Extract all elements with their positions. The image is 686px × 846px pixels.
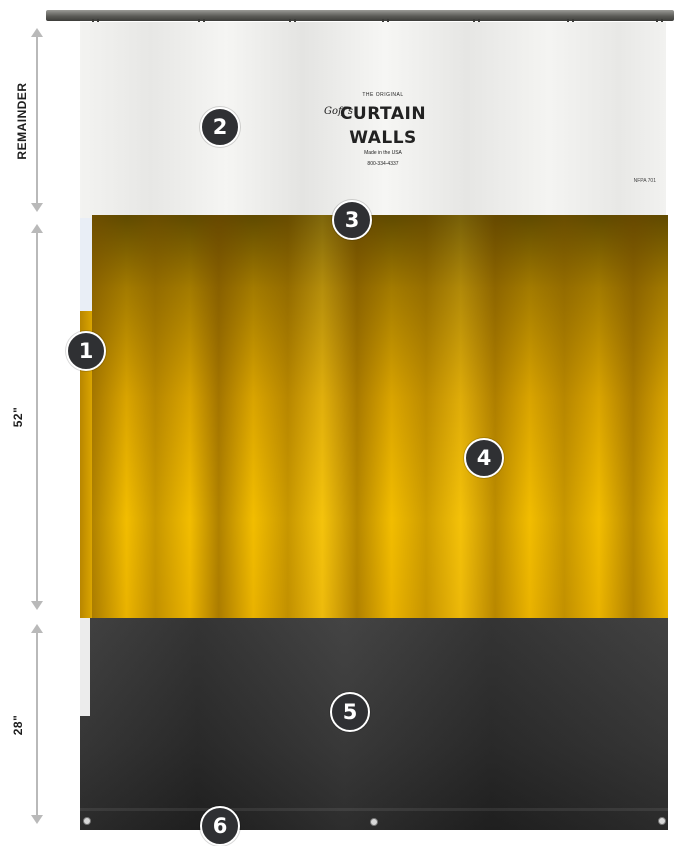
logo-top-line: THE ORIGINAL [362,92,404,98]
logo-script: Goff's [324,106,353,117]
panel-gap [80,618,90,716]
logo-made-in: Made in the USA [364,150,402,156]
curtain-wall: THE ORIGINAL Goff's CURTAIN WALLS Made i… [80,22,668,830]
grommet [658,817,666,825]
marker-3: 3 [332,200,372,240]
yellow-panel-edge [80,311,94,621]
middle-dimension-arrow [31,224,43,610]
marker-5: 5 [330,692,370,732]
remainder-dimension-arrow [31,28,43,212]
curtain-rod [46,10,674,21]
yellow-see-through-panel [92,215,668,621]
logo-line-1: CURTAIN [339,104,427,124]
bottom-vinyl-panel [80,618,668,830]
bottom-hem [80,808,668,811]
remainder-dimension-label: REMAINDER [15,82,29,160]
grommet [370,818,378,826]
brand-logo: THE ORIGINAL Goff's CURTAIN WALLS Made i… [318,92,448,192]
middle-dimension-label: 52" [11,406,25,428]
grommet [83,817,91,825]
marker-4: 4 [464,438,504,478]
marker-1: 1 [66,331,106,371]
top-vinyl-panel: THE ORIGINAL Goff's CURTAIN WALLS Made i… [80,22,666,218]
bottom-dimension-label: 28" [11,714,25,736]
logo-phone: 800-334-4337 [367,161,399,167]
marker-6: 6 [200,806,240,846]
fire-rating-tag: NFPA 701 [633,178,656,184]
marker-2: 2 [200,107,240,147]
bottom-dimension-arrow [31,624,43,824]
panel-gap [80,218,92,311]
logo-line-2: WALLS [349,128,417,148]
